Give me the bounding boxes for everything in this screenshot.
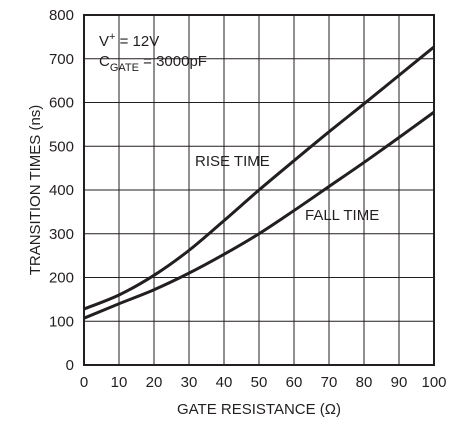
y-tick-label: 400 xyxy=(49,182,74,199)
y-tick-label: 0 xyxy=(66,357,74,374)
y-tick-label: 200 xyxy=(49,270,74,287)
x-tick-label: 0 xyxy=(80,374,88,391)
x-tick-label: 100 xyxy=(421,374,446,391)
x-axis-title: GATE RESISTANCE (Ω) xyxy=(177,401,341,418)
x-tick-label: 80 xyxy=(356,374,373,391)
condition-gate-capacitance: CGATE = 3000pF xyxy=(99,53,207,74)
plot-frame xyxy=(83,14,435,366)
x-tick-label: 50 xyxy=(251,374,268,391)
y-tick-label: 600 xyxy=(49,95,74,112)
rise-time-label: RISE TIME xyxy=(195,153,270,170)
x-tick-label: 70 xyxy=(321,374,338,391)
x-tick-label: 30 xyxy=(181,374,198,391)
condition-supply-voltage: V+ = 12V xyxy=(99,31,159,50)
fall-time-curve xyxy=(83,110,435,320)
fall-time-label: FALL TIME xyxy=(305,207,379,224)
y-tick-label: 700 xyxy=(49,51,74,68)
y-tick-label: 300 xyxy=(49,226,74,243)
x-tick-label: 40 xyxy=(216,374,233,391)
y-tick-label: 800 xyxy=(49,7,74,24)
y-axis-title: TRANSITION TIMES (ns) xyxy=(27,105,44,276)
tick-labels: 0 10 20 30 40 50 60 70 80 90 100 0 100 200 300 400 500 60… xyxy=(49,7,447,391)
x-tick-label: 60 xyxy=(286,374,303,391)
x-tick-label: 90 xyxy=(391,374,408,391)
x-tick-label: 20 xyxy=(146,374,163,391)
rise-time-curve xyxy=(83,45,435,311)
curves xyxy=(83,45,435,320)
x-tick-label: 10 xyxy=(111,374,128,391)
y-tick-label: 100 xyxy=(49,313,74,330)
y-tick-label: 500 xyxy=(49,138,74,155)
